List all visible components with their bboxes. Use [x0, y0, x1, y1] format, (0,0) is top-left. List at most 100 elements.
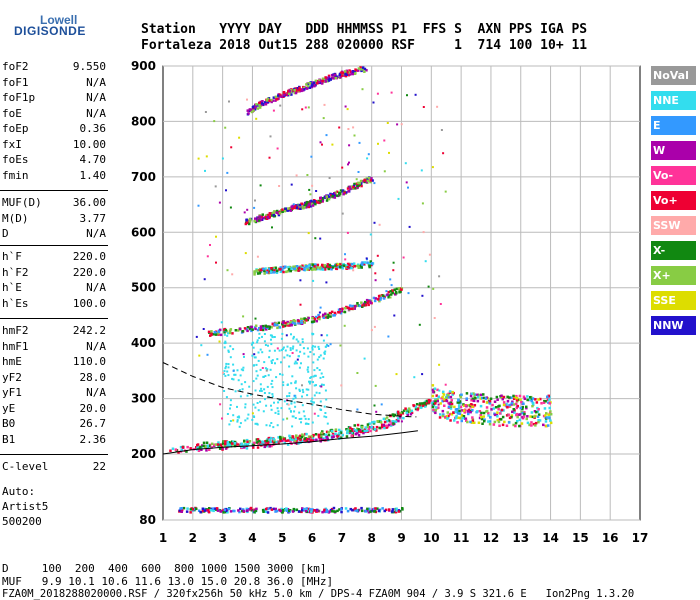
echo-point — [295, 442, 299, 445]
echo-point — [303, 88, 306, 91]
echo-point — [213, 507, 216, 510]
echo-point — [306, 347, 309, 350]
echo-point — [300, 417, 303, 420]
echo-point — [498, 424, 501, 427]
echo-point — [323, 267, 327, 271]
echo-point — [315, 315, 318, 319]
echo-point — [294, 396, 297, 399]
echo-point — [266, 215, 270, 219]
echo-point — [511, 410, 514, 414]
echo-point — [224, 444, 228, 447]
echo-point — [433, 387, 437, 390]
echo-point — [228, 444, 232, 448]
echo-point — [227, 349, 230, 352]
echo-point — [206, 353, 209, 356]
echo-point — [232, 414, 235, 417]
echo-point — [344, 253, 346, 256]
param-key: D — [2, 227, 9, 240]
echo-point — [271, 395, 274, 398]
legend-item-sse: SSE — [651, 291, 696, 310]
echo-point — [537, 398, 540, 401]
echo-point — [330, 429, 334, 433]
echo-point — [449, 395, 453, 399]
param-value: 1.40 — [79, 168, 107, 182]
echo-point — [518, 424, 521, 428]
echo-point — [337, 265, 340, 269]
echo-point — [456, 421, 459, 424]
echo-point — [340, 436, 343, 440]
echo-point — [335, 194, 339, 197]
echo-point — [246, 98, 248, 101]
echo-point — [505, 402, 508, 406]
echo-point — [221, 417, 223, 420]
echo-point — [418, 323, 421, 326]
echo-point — [340, 265, 344, 269]
x-tick-label: 9 — [397, 531, 405, 545]
echo-point — [387, 290, 390, 294]
echo-point — [304, 206, 308, 209]
echo-point — [438, 389, 441, 392]
echo-point — [523, 397, 527, 400]
echo-point — [333, 74, 336, 77]
echo-point — [295, 362, 298, 365]
echo-point — [328, 177, 331, 179]
echo-point — [461, 409, 464, 412]
echo-point — [497, 408, 500, 411]
echo-point — [253, 108, 257, 111]
echo-point — [323, 405, 326, 408]
echo-point — [398, 415, 402, 419]
echo-point — [240, 383, 243, 386]
x-tick-label: 4 — [248, 531, 256, 545]
echo-point — [445, 414, 448, 418]
echo-point — [342, 192, 345, 196]
echo-point — [291, 375, 294, 378]
echo-point — [263, 101, 267, 104]
param-key: C-level — [2, 460, 49, 473]
echo-point — [306, 84, 310, 88]
param-key: h`Es — [2, 296, 29, 310]
echo-point — [483, 419, 486, 423]
echo-point — [542, 423, 545, 427]
echo-point — [344, 70, 347, 73]
echo-point — [264, 214, 268, 217]
param-value: 22 — [92, 460, 106, 473]
echo-point — [223, 444, 226, 447]
echo-point — [307, 423, 310, 425]
echo-point — [327, 433, 331, 437]
echo-point — [450, 405, 453, 408]
echo-point — [180, 508, 184, 512]
echo-point — [211, 507, 215, 510]
echo-point — [275, 376, 278, 379]
echo-point — [374, 507, 377, 510]
echo-point — [440, 129, 443, 131]
echo-point — [375, 429, 378, 432]
y-tick-label: 80 — [139, 513, 156, 527]
echo-point — [354, 432, 357, 436]
echo-point — [352, 186, 355, 189]
echo-point — [386, 293, 389, 296]
echo-point — [309, 380, 312, 383]
echo-point — [318, 79, 321, 82]
echo-point — [223, 346, 226, 349]
echo-point — [189, 511, 192, 514]
echo-point — [438, 416, 442, 419]
echo-point — [311, 83, 314, 86]
echo-point — [276, 209, 279, 213]
echo-point — [387, 294, 391, 297]
echo-point — [393, 314, 396, 317]
panel-separator — [0, 245, 108, 246]
echo-point — [531, 404, 534, 408]
echo-point — [332, 510, 336, 513]
echo-point — [378, 299, 381, 303]
echo-point — [366, 507, 369, 511]
echo-point — [225, 509, 228, 512]
echo-point — [292, 507, 296, 511]
echo-point — [353, 72, 357, 75]
echo-point — [293, 265, 297, 268]
echo-point — [535, 410, 538, 414]
echo-point — [252, 509, 256, 512]
echo-point — [224, 510, 228, 514]
echo-point — [436, 398, 439, 401]
echo-point — [393, 413, 397, 417]
echo-point — [384, 508, 388, 512]
